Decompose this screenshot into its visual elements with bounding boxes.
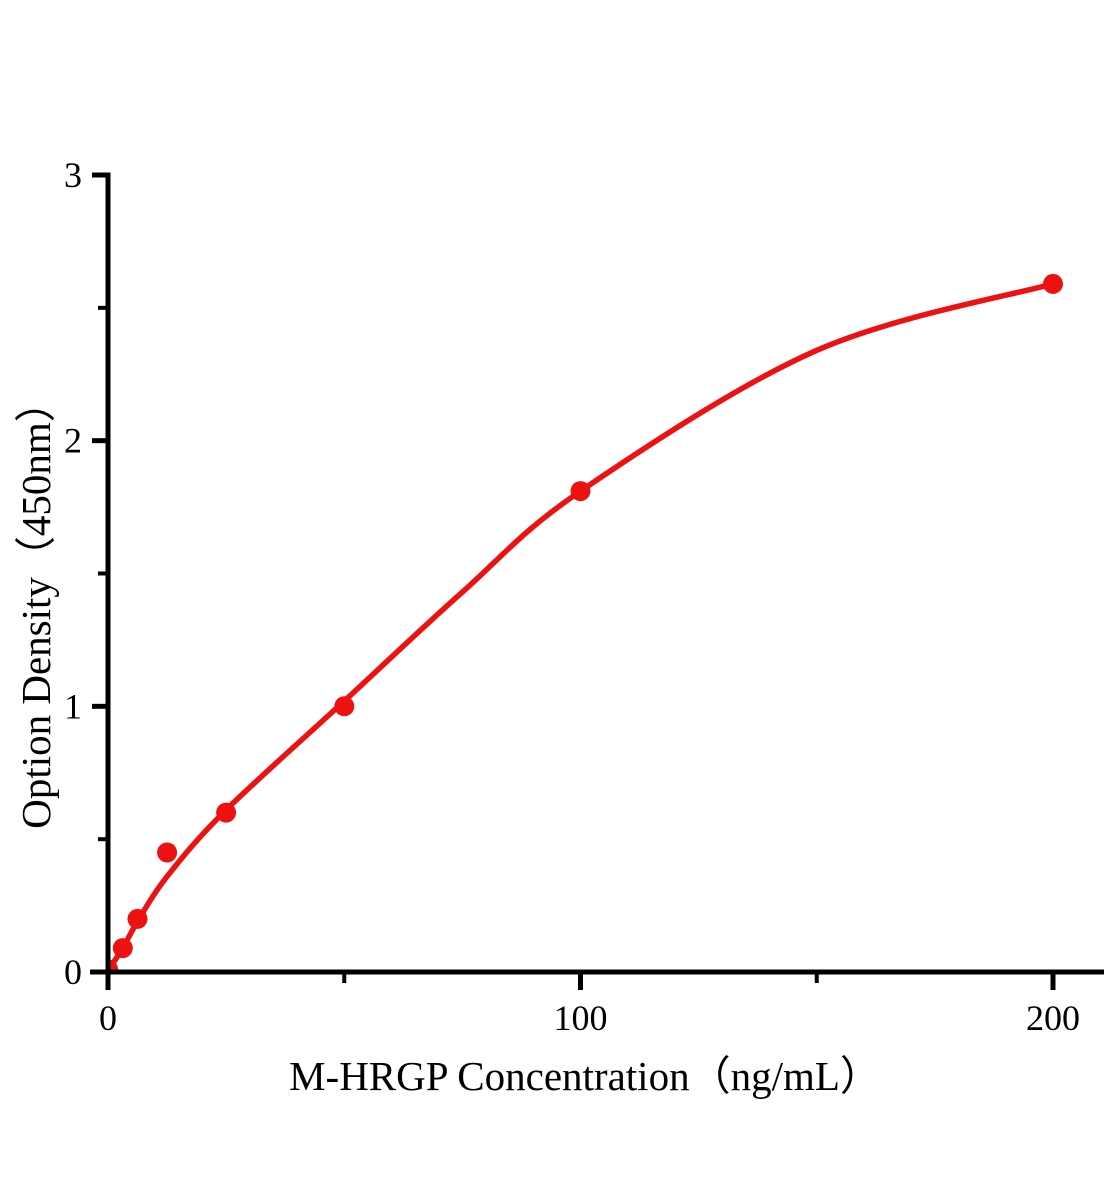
data-series-layer: [108, 273, 1063, 972]
x-tick-label: 100: [554, 998, 608, 1038]
y-tick-label: 2: [64, 421, 82, 461]
data-point: [112, 938, 133, 959]
x-tick-label: 0: [99, 998, 117, 1038]
data-point: [1043, 273, 1063, 294]
y-axis-title: Option Density（450nm）: [13, 381, 59, 829]
fitted-curve: [108, 281, 1056, 972]
data-point: [570, 481, 591, 502]
data-point: [334, 696, 355, 717]
data-point: [157, 842, 178, 863]
x-axis-title: M-HRGP Concentration（ng/mL）: [289, 1053, 881, 1099]
data-point: [127, 908, 148, 929]
y-tick-label: 3: [64, 155, 82, 195]
y-tick-label: 0: [64, 952, 82, 992]
axes-layer: 0 1 2 3 0 100 200: [64, 155, 1104, 1038]
x-tick-label: 200: [1026, 998, 1080, 1038]
data-point: [216, 802, 237, 823]
y-tick-label: 1: [64, 686, 82, 726]
